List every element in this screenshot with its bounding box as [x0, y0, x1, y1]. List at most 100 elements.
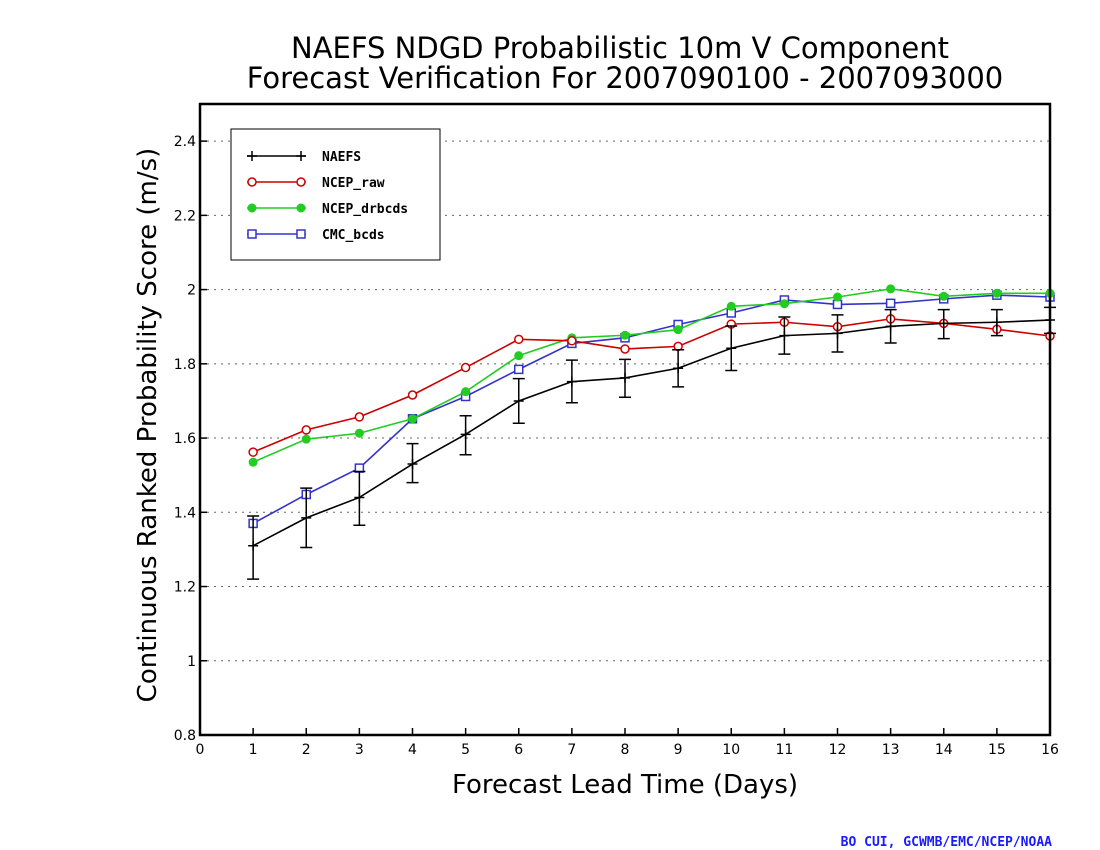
legend-entry: NCEP_drbcds — [247, 202, 408, 217]
legend: NAEFS NCEP_raw NCEP_drbcds CMC_bcds — [230, 128, 441, 261]
y-axis-label: Continuous Ranked Probability Score (m/s… — [133, 148, 163, 703]
series-line — [252, 319, 1051, 547]
legend-marker — [247, 229, 257, 239]
legend-entry: NCEP_raw — [247, 176, 385, 191]
series-line — [252, 294, 1051, 525]
chart-title-line-1: NAEFS NDGD Probabilistic 10m V Component — [291, 31, 949, 65]
data-point — [779, 299, 789, 309]
data-point — [566, 376, 577, 387]
data-point — [301, 434, 311, 444]
data-point — [620, 330, 630, 340]
y-tick-label: 2.2 — [174, 208, 196, 224]
data-point — [620, 372, 630, 383]
data-point — [407, 459, 418, 470]
data-point — [833, 292, 842, 302]
legend-marker — [247, 203, 257, 213]
legend-label: NCEP_raw — [322, 176, 385, 191]
data-point — [460, 429, 471, 440]
x-axis-label: Forecast Lead Time (Days) — [452, 770, 798, 800]
data-point — [248, 540, 259, 551]
y-tick-label: 2 — [187, 283, 196, 299]
x-tick-label: 3 — [355, 742, 364, 758]
data-point — [461, 387, 471, 397]
data-point — [832, 299, 843, 310]
legend-marker — [247, 177, 257, 187]
x-tick-label: 14 — [935, 742, 953, 758]
legend-box — [230, 128, 441, 261]
x-tick-label: 13 — [882, 742, 900, 758]
series-cmc-bcds — [248, 290, 1055, 529]
legend-marker — [247, 151, 257, 161]
data-point — [408, 414, 417, 424]
data-point — [832, 328, 843, 339]
series-line — [252, 318, 1051, 453]
data-point — [514, 351, 524, 361]
data-point — [567, 336, 577, 346]
x-tick-label: 6 — [514, 742, 523, 758]
data-point — [673, 325, 683, 335]
legend-marker — [296, 203, 306, 213]
data-point — [673, 363, 684, 374]
data-point — [938, 318, 949, 329]
data-point — [301, 425, 311, 435]
series-layer — [247, 284, 1056, 580]
data-point — [354, 492, 365, 503]
data-point — [514, 364, 524, 375]
series-ncep-raw — [248, 314, 1055, 457]
data-point — [407, 390, 418, 400]
y-tick-label: 1 — [187, 654, 196, 670]
data-point — [726, 343, 737, 354]
x-axis-ticks: 0 1 2 3 4 5 6 7 8 9 10 11 12 13 14 15 16 — [196, 728, 1059, 758]
y-tick-label: 2.4 — [174, 134, 196, 150]
chart-title: NAEFS NDGD Probabilistic 10m V Component… — [247, 31, 1004, 95]
series-naefs — [247, 306, 1056, 580]
series-line — [252, 288, 1050, 463]
x-tick-label: 16 — [1041, 742, 1059, 758]
legend-entry: CMC_bcds — [247, 228, 385, 243]
data-point — [248, 457, 258, 467]
chart-title-line-2: Forecast Verification For 2007090100 - 2… — [247, 61, 1004, 95]
y-axis-ticks: 0.8 1 1.2 1.4 1.6 1.8 2 2.2 2.4 — [174, 134, 207, 744]
data-point — [514, 334, 524, 345]
series-ncep-drbcds — [248, 284, 1055, 467]
x-tick-label: 10 — [722, 742, 740, 758]
data-point — [991, 317, 1002, 328]
y-tick-label: 1.2 — [174, 580, 196, 596]
data-point — [354, 412, 365, 422]
x-tick-label: 4 — [408, 742, 417, 758]
data-point — [301, 512, 312, 523]
y-tick-label: 0.8 — [174, 728, 196, 744]
x-tick-label: 9 — [674, 742, 683, 758]
data-point — [992, 288, 1002, 298]
data-point — [726, 301, 736, 311]
data-point — [460, 362, 471, 373]
y-tick-label: 1.8 — [174, 357, 196, 373]
legend-marker — [296, 177, 306, 187]
legend-marker — [296, 151, 306, 161]
data-point — [620, 344, 630, 354]
x-tick-label: 2 — [302, 742, 311, 758]
x-tick-label: 12 — [829, 742, 847, 758]
y-tick-label: 1.6 — [174, 431, 196, 447]
legend-label: NAEFS — [322, 150, 361, 165]
x-tick-label: 15 — [988, 742, 1006, 758]
x-tick-label: 11 — [775, 742, 793, 758]
data-point — [248, 447, 258, 457]
x-tick-label: 8 — [621, 742, 630, 758]
x-tick-label: 7 — [567, 742, 576, 758]
data-point — [779, 330, 790, 341]
legend-label: NCEP_drbcds — [322, 202, 408, 217]
legend-label: CMC_bcds — [322, 228, 385, 243]
x-tick-label: 1 — [249, 742, 258, 758]
legend-marker — [296, 229, 306, 239]
data-point — [513, 395, 524, 406]
data-point — [885, 321, 896, 332]
y-tick-label: 1.4 — [174, 505, 196, 521]
data-point — [885, 298, 896, 309]
credit-text: BO CUI, GCWMB/EMC/NCEP/NOAA — [841, 835, 1052, 850]
data-point — [939, 291, 949, 301]
legend-entry: NAEFS — [247, 150, 361, 165]
x-tick-label: 0 — [196, 742, 205, 758]
data-point — [886, 284, 896, 294]
